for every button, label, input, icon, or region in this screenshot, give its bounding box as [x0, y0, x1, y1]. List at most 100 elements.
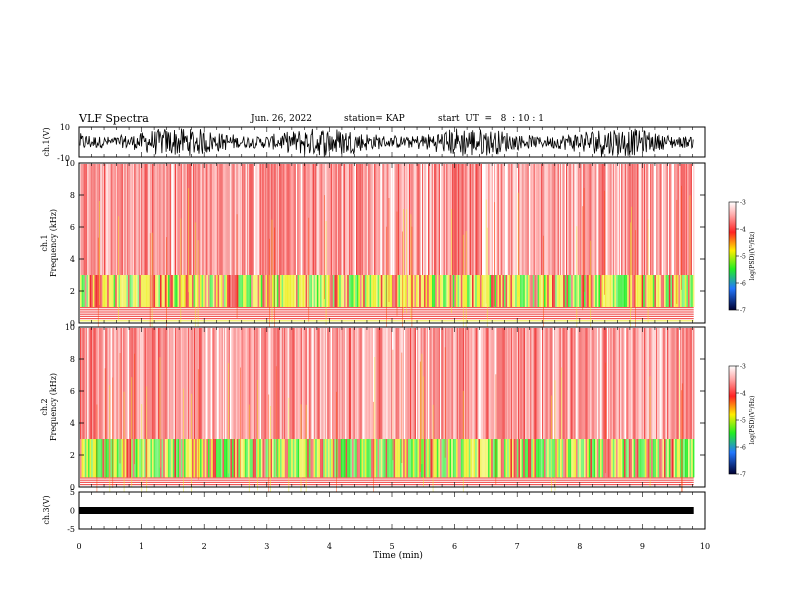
spectrogram-streak	[303, 328, 305, 439]
spectrogram-streak	[437, 164, 439, 275]
spectrogram-streak	[468, 164, 470, 275]
spectrogram-band-cell	[126, 439, 128, 478]
spectrogram-band-cell	[451, 275, 453, 307]
xtick-label: 0	[76, 542, 81, 551]
spectrogram-streak	[245, 164, 247, 275]
spectrogram-spike	[288, 397, 290, 509]
spectrogram-band-cell	[86, 439, 88, 478]
spectrogram-streak	[447, 164, 449, 275]
xtick-label: 2	[202, 542, 207, 551]
spectrogram-band-cell	[411, 439, 413, 478]
spectrogram-band-cell	[264, 439, 266, 478]
spectrogram-band-cell	[216, 275, 218, 307]
spectrogram-streak	[405, 328, 407, 439]
spectrogram-streak	[221, 328, 223, 439]
spectrogram-band-cell	[196, 275, 199, 307]
spectrogram-streak	[576, 328, 578, 439]
spectrogram-streak	[669, 164, 671, 275]
ch1-ytick-bottom: -10	[57, 154, 70, 163]
spectrogram-streak	[251, 328, 253, 439]
spectrogram-band-cell	[321, 275, 324, 307]
spectrogram-band-cell	[163, 275, 165, 307]
spectrogram-streak	[593, 164, 595, 275]
spectrogram-streak	[611, 328, 613, 439]
spectrogram-streak	[593, 328, 595, 439]
spectrogram-band-cell	[267, 275, 269, 307]
spectrogram-streak	[177, 164, 179, 275]
spectrogram-streak	[225, 328, 227, 439]
spectrogram-band-cell	[438, 439, 440, 478]
spectrogram-streak	[478, 164, 480, 275]
spectrogram-spike	[118, 216, 119, 321]
spectrogram-band-cell	[340, 439, 343, 478]
spectrogram-streak	[88, 164, 90, 275]
spectrogram-streak	[314, 164, 316, 275]
spectrogram-streak	[161, 164, 163, 275]
spectrogram-band-cell	[393, 439, 396, 478]
spectrogram-band-cell	[126, 275, 128, 307]
spectrogram-spike	[146, 386, 148, 497]
spectrogram-streak	[228, 164, 230, 275]
ch1-colorbar: -3-4-5-6-7 log(PSD)(V²/Hz)	[728, 200, 756, 315]
spectrogram-band-cell	[187, 439, 189, 478]
spectrogram-band-cell	[307, 275, 309, 307]
spectrogram-streak	[606, 164, 608, 275]
spectrogram-band-cell	[513, 275, 516, 307]
spectrogram-streak	[531, 164, 533, 275]
spectrogram-band-cell	[188, 439, 191, 478]
spectrogram-streak	[616, 328, 618, 439]
spectrogram-streak	[114, 328, 116, 439]
spectrogram-band-cell	[561, 275, 564, 307]
colorbar-tick-label: -7	[740, 472, 746, 479]
spectrogram-streak	[201, 164, 203, 275]
spectrogram-streak	[158, 328, 160, 439]
spectrogram-band-cell	[449, 439, 452, 478]
spectrogram-band-cell	[619, 275, 621, 307]
spectrogram-streak	[245, 328, 247, 439]
spectrogram-spike	[388, 198, 390, 302]
spectrogram-streak	[621, 164, 623, 275]
spectrogram-band-cell	[152, 275, 154, 307]
spectrogram-streak	[452, 328, 454, 439]
spectrogram-streak	[144, 328, 146, 439]
spectrogram-streak	[207, 328, 209, 439]
spectrogram-band-cell	[118, 439, 120, 478]
spectrogram-streak	[288, 328, 290, 439]
spectrogram-streak	[509, 164, 511, 275]
spectrogram-streak	[527, 328, 529, 439]
spectrogram-streak	[212, 164, 214, 275]
spectrogram-band-cell	[252, 439, 255, 478]
spectrogram-spike	[300, 404, 302, 515]
spectrogram-spike	[197, 369, 199, 480]
spectrogram-band-cell	[312, 439, 314, 478]
ch1-colorbar-label: log(PSD)(V²/Hz)	[749, 232, 756, 281]
spectrogram-band-cell	[257, 439, 260, 478]
spectrogram-band-cell	[505, 275, 508, 307]
spectrogram-streak	[179, 328, 181, 439]
spectrogram-streak	[408, 328, 410, 439]
spectrogram-streak	[306, 328, 308, 439]
spectrogram-streak	[274, 328, 276, 439]
spectrogram-spike	[590, 240, 592, 345]
spectrogram-band-cell	[112, 275, 114, 307]
spectrogram-streak	[536, 164, 538, 275]
spectrogram-streak	[347, 164, 349, 275]
spectrogram-streak	[668, 328, 670, 439]
spectrogram-band-cell	[292, 439, 295, 478]
spectrogram-band-cell	[236, 275, 239, 307]
spectrogram-band-cell	[88, 439, 90, 478]
spectrogram-band-cell	[206, 439, 208, 478]
spectrogram-streak	[165, 328, 167, 439]
spectrogram-streak	[189, 164, 191, 275]
spectrogram-band-cell	[102, 275, 104, 307]
spectrogram-band-cell	[326, 439, 328, 478]
spectrogram-streak	[358, 328, 360, 439]
spectrogram-band-cell	[494, 275, 496, 307]
spectrogram-band-cell	[222, 275, 224, 307]
spectrogram-streak	[603, 328, 605, 439]
spectrogram-streak	[510, 328, 512, 439]
spectrogram-streak	[686, 164, 688, 275]
spectrogram-streak	[508, 328, 510, 439]
spectrogram-streak	[524, 328, 526, 439]
spectrogram-streak	[390, 164, 392, 275]
